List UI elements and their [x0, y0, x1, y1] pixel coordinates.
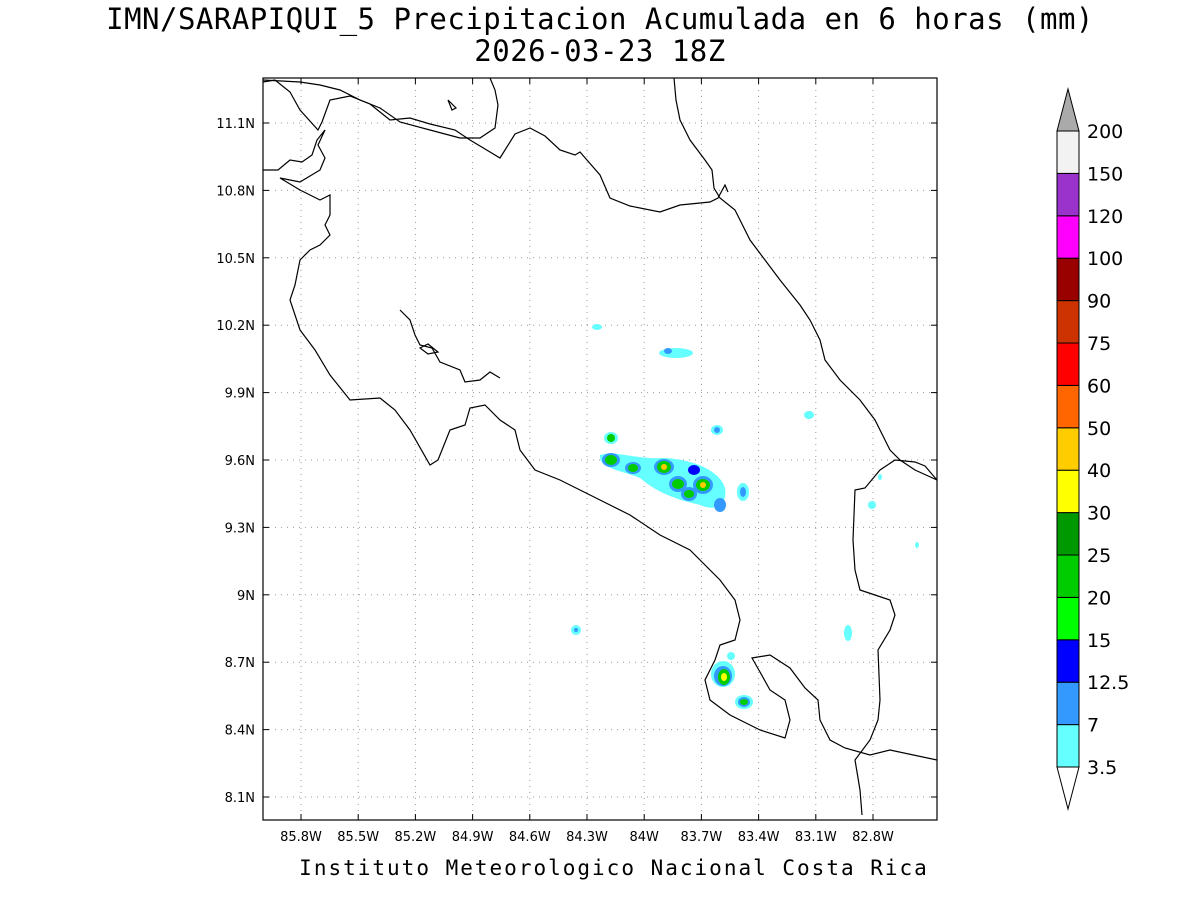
- colorbar-swatch: [1056, 257, 1080, 302]
- lon-tick-label: 84.6W: [509, 830, 551, 845]
- panama-border: [852, 459, 937, 816]
- precip-cell: [684, 490, 694, 498]
- latitude-axis: 11.1N 10.8N 10.5N 10.2N 9.9N 9.6N 9.3N 9N 8.7N 8.…: [216, 117, 937, 806]
- precip-cell: [664, 348, 672, 354]
- colorbar-label: 120: [1087, 206, 1123, 228]
- precip-cell: [878, 474, 882, 480]
- longitude-axis: 85.8W 85.5W 85.2W 84.9W 84.6W 84.3W 84W 83.7W 83…: [280, 78, 894, 845]
- lat-tick-label: 9.3N: [225, 521, 255, 536]
- colorbar-label: 60: [1087, 375, 1111, 397]
- lon-tick-label: 85.2W: [394, 830, 436, 845]
- precip-cell: [672, 479, 684, 489]
- map-frame: [262, 77, 938, 821]
- colorbar-label: 100: [1087, 248, 1123, 270]
- colorbar-swatch: [1056, 596, 1080, 641]
- lon-tick-label: 83.4W: [738, 830, 780, 845]
- precip-cell: [607, 434, 615, 442]
- footer-credit: Instituto Meteorologico Nacional Costa R…: [299, 856, 929, 880]
- precip-cell: [688, 465, 700, 475]
- lon-tick-label: 84.9W: [452, 830, 494, 845]
- lon-tick-label: 85.8W: [280, 830, 322, 845]
- precip-cell: [574, 628, 578, 632]
- colorbar-label: 50: [1087, 418, 1111, 440]
- precip-cell: [844, 625, 852, 641]
- lat-tick-label: 8.1N: [225, 791, 255, 806]
- colorbar-swatch: [1056, 427, 1080, 471]
- island: [447, 99, 458, 111]
- gulf-of-nicoya: [399, 309, 501, 383]
- lon-tick-label: 83.1W: [795, 830, 837, 845]
- graticule-grid: [263, 78, 937, 820]
- colorbar-swatch: [1056, 342, 1080, 386]
- map-title: IMN/SARAPIQUI_5 Precipitacion Acumulada …: [106, 2, 1094, 36]
- colorbar-arrow-bottom: [1056, 766, 1080, 811]
- precip-cell: [868, 501, 876, 509]
- caribbean-coast: [673, 78, 937, 481]
- precip-cell: [714, 427, 720, 433]
- colorbar-label: 7: [1087, 715, 1099, 737]
- precip-cell: [659, 348, 693, 358]
- colorbar-swatch: [1056, 130, 1080, 174]
- colorbar-swatch: [1056, 554, 1080, 598]
- precip-cell: [721, 673, 727, 681]
- lon-tick-label: 84W: [629, 830, 659, 845]
- colorbar-label: 75: [1087, 333, 1111, 355]
- colorbar-swatch: [1056, 172, 1080, 217]
- colorbar-label: 200: [1087, 121, 1123, 143]
- precip-cell: [727, 652, 735, 660]
- colorbar-label: 15: [1087, 630, 1111, 652]
- colorbar-label: 150: [1087, 163, 1123, 185]
- lon-tick-label: 82.8W: [852, 830, 894, 845]
- colorbar-label: 25: [1087, 545, 1111, 567]
- precip-cell: [592, 324, 602, 330]
- lat-tick-label: 10.8N: [216, 184, 255, 199]
- precipitation-field: [571, 324, 919, 709]
- colorbar-label: 12.5: [1087, 672, 1129, 694]
- lon-tick-label: 85.5W: [337, 830, 379, 845]
- lake-shore: [263, 78, 499, 139]
- colorbar: 3.5 7 12.5 15 20 25 30 40 50 60 75 90 100 120 150 200: [1056, 87, 1129, 811]
- lat-tick-label: 11.1N: [216, 117, 255, 132]
- lon-tick-label: 83.7W: [680, 830, 722, 845]
- precip-cell: [740, 699, 748, 705]
- lat-tick-label: 9.6N: [225, 454, 255, 469]
- colorbar-label: 90: [1087, 291, 1111, 313]
- lon-tick-label: 84.3W: [566, 830, 608, 845]
- colorbar-swatch: [1056, 384, 1080, 429]
- map-datetime: 2026-03-23 18Z: [474, 34, 726, 68]
- colorbar-swatch: [1056, 215, 1080, 259]
- precip-cell: [700, 482, 706, 488]
- colorbar-swatch: [1056, 469, 1080, 514]
- lat-tick-label: 10.5N: [216, 252, 255, 267]
- colorbar-label: 40: [1087, 460, 1111, 482]
- colorbar-swatch: [1056, 512, 1080, 556]
- lat-tick-label: 9.9N: [225, 387, 255, 402]
- lat-tick-label: 8.4N: [225, 724, 255, 739]
- colorbar-label: 30: [1087, 503, 1111, 525]
- lat-tick-label: 10.2N: [216, 319, 255, 334]
- colorbar-swatch: [1056, 681, 1080, 726]
- lat-tick-label: 9N: [237, 589, 255, 604]
- colorbar-swatch: [1056, 724, 1080, 768]
- precip-cell: [605, 455, 617, 465]
- colorbar-swatch: [1056, 639, 1080, 683]
- precip-cell: [628, 464, 638, 472]
- colorbar-arrow-top: [1056, 87, 1080, 132]
- colorbar-swatch: [1056, 300, 1080, 344]
- precip-cell: [714, 498, 726, 512]
- precip-cell: [915, 542, 919, 548]
- precip-cell: [661, 464, 667, 470]
- precip-cell: [740, 487, 746, 497]
- colorbar-label: 3.5: [1087, 757, 1117, 779]
- coastlines: [263, 78, 937, 816]
- precip-cell: [804, 411, 814, 419]
- colorbar-label: 20: [1087, 587, 1111, 609]
- lat-tick-label: 8.7N: [225, 656, 255, 671]
- pacific-coast: [263, 129, 937, 761]
- nicaragua-border: [263, 79, 729, 213]
- island: [418, 343, 440, 355]
